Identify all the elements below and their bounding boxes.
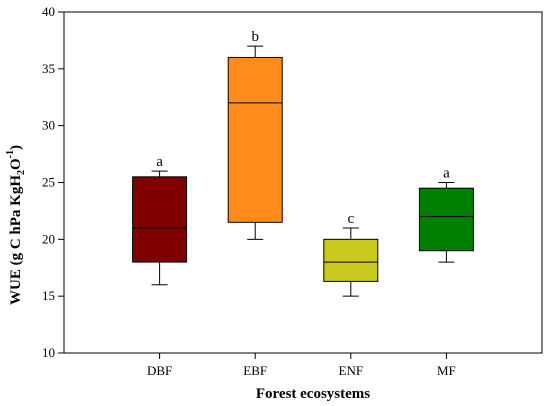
y-tick-label: 30 [42,118,55,133]
significance-label: a [443,166,450,182]
significance-label: a [156,154,163,170]
x-tick-label: DBF [147,363,172,378]
y-tick-label: 15 [42,288,55,303]
box-enf [323,238,379,282]
box-mf [418,187,474,252]
x-tick-label: EBF [243,363,267,378]
plot-area: 10 15 20 25 30 35 40 DBF EBF ENF MF a b c a [42,4,543,378]
y-tick-label: 35 [42,61,55,76]
x-tick-label: ENF [339,363,364,378]
y-tick-label: 10 [42,345,55,360]
y-axis-title: WUE (g C hPa KgH2O-1) [5,145,27,305]
x-tick-label: MF [437,363,456,378]
significance-label: c [347,211,354,227]
x-axis-title: Forest ecosystems [256,386,370,402]
y-tick-label: 40 [42,4,55,19]
y-tick-label: 20 [42,231,55,246]
significance-label: b [251,29,259,45]
box-ebf [227,56,283,223]
y-tick-label: 25 [42,175,55,190]
box-dbf [132,176,188,263]
